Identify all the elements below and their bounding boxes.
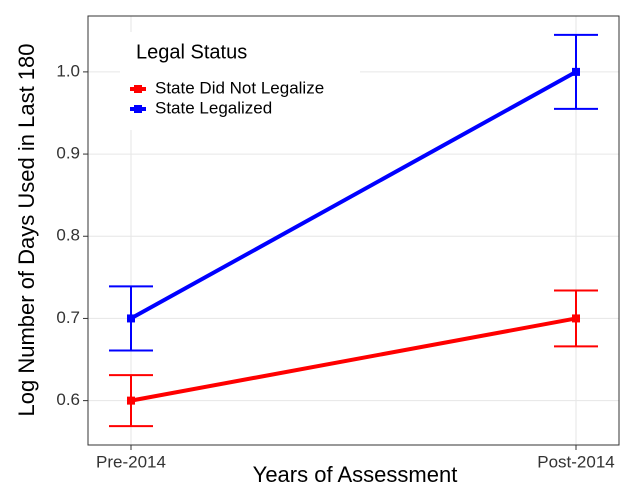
y-tick-label: 0.8: [56, 226, 80, 245]
x-tick-label: Post-2014: [537, 452, 615, 471]
legend-swatch-point: [134, 105, 142, 113]
point: [572, 314, 580, 323]
plot-border: [87, 15, 620, 446]
line: [130, 316, 577, 403]
x-tick-label: Pre-2014: [96, 452, 166, 471]
legend-swatch-point: [134, 85, 142, 93]
legend-label: State Legalized: [155, 98, 272, 117]
y-tick-label: 0.7: [56, 308, 80, 327]
y-tick-label: 0.9: [56, 144, 80, 163]
legend-background: [120, 32, 360, 130]
legend-label: State Did Not Legalize: [155, 78, 324, 97]
x-axis-title: Years of Assessment: [253, 462, 458, 487]
point: [127, 314, 135, 323]
line: [130, 70, 577, 321]
point: [127, 396, 135, 405]
y-tick-label: 0.6: [56, 390, 80, 409]
legend-title: Legal Status: [136, 41, 247, 63]
y-tick-label: 1.0: [56, 61, 80, 80]
y-axis-title: Log Number of Days Used in Last 180: [14, 44, 39, 417]
point: [572, 67, 580, 76]
